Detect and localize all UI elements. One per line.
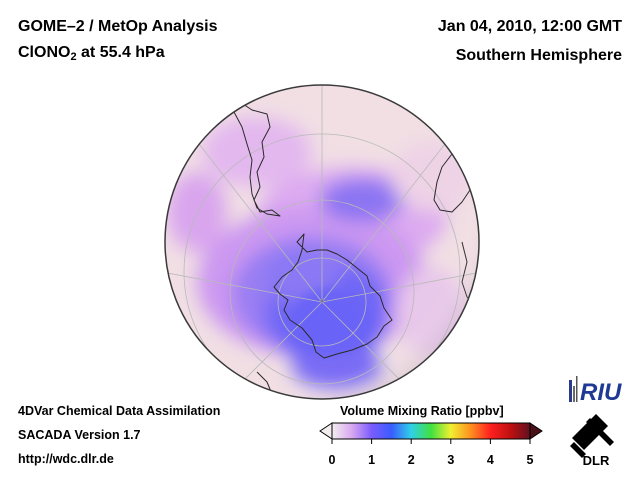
species-name: ClONO <box>18 44 71 61</box>
globe-map <box>164 84 480 400</box>
species-label: ClONO2 at 55.4 hPa <box>18 44 165 63</box>
south-pole-marker <box>320 299 324 303</box>
colorbar-max-arrow <box>529 422 543 440</box>
riu-logo-text: RIU <box>580 379 622 406</box>
method-label: 4DVar Chemical Data Assimilation <box>18 404 221 418</box>
dlr-emblem-icon <box>570 414 614 458</box>
colorbar-tick-label: 2 <box>408 453 415 467</box>
colorbar-tick-label: 0 <box>329 453 336 467</box>
colorbar: 0 1 2 3 4 5 <box>319 422 543 467</box>
region-label: Southern Hemisphere <box>455 47 622 64</box>
colorbar-min-arrow <box>319 422 333 440</box>
dlr-logo: DLR <box>570 414 614 468</box>
species-subscript: 2 <box>70 51 77 63</box>
colorbar-gradient <box>331 422 531 440</box>
riu-logo: RIU <box>569 376 622 406</box>
colorbar-tick-label: 1 <box>368 453 375 467</box>
pressure-level: at 55.4 hPa <box>76 44 165 61</box>
riu-tower-icon <box>569 376 578 402</box>
globe-outline <box>164 84 480 400</box>
website-link[interactable]: http://wdc.dlr.de <box>18 452 114 466</box>
map-title: GOME–2 / MetOp Analysis <box>18 18 218 35</box>
colorbar-tick-label: 4 <box>487 453 494 467</box>
datetime-label: Jan 04, 2010, 12:00 GMT <box>437 18 622 35</box>
dlr-logo-text: DLR <box>583 453 610 468</box>
version-label: SACADA Version 1.7 <box>18 428 141 442</box>
colorbar-tick-label: 3 <box>447 453 454 467</box>
colorbar-tick-label: 5 <box>527 453 534 467</box>
colorbar-title: Volume Mixing Ratio [ppbv] <box>340 404 504 418</box>
